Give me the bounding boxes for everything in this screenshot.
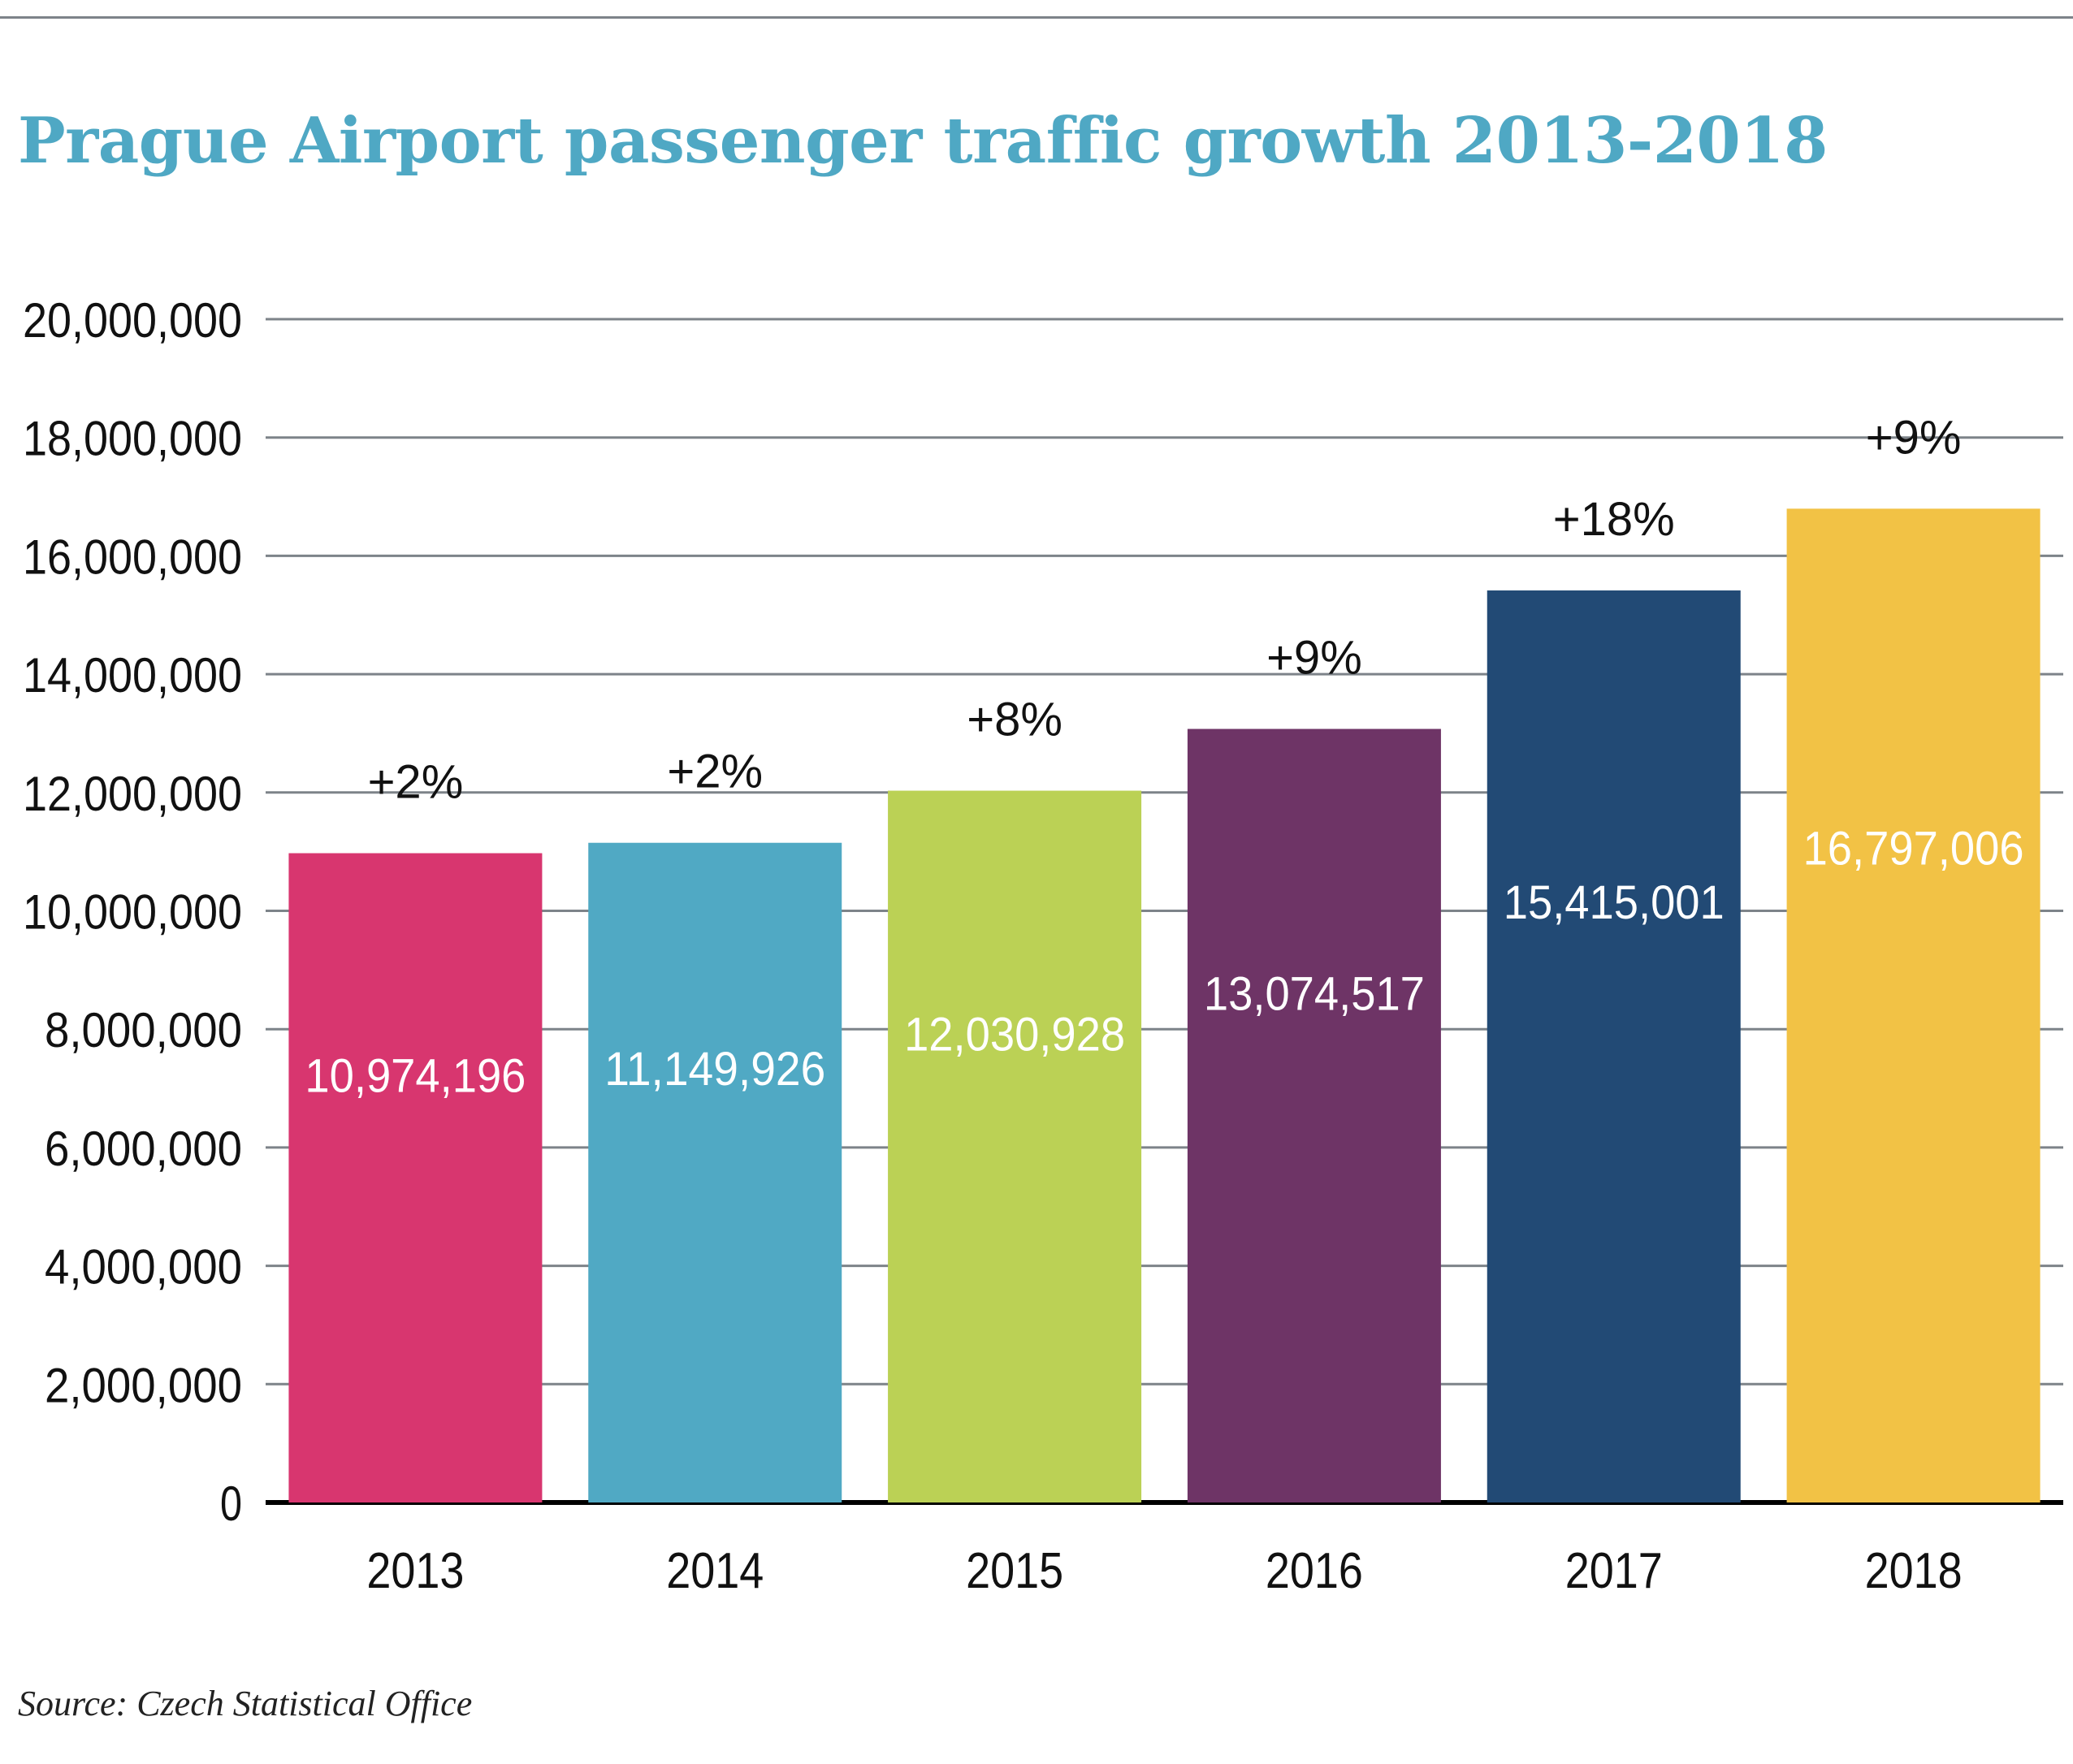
bar-value-label: 10,974,196 <box>305 1049 526 1102</box>
y-tick-label: 16,000,000 <box>23 530 242 584</box>
x-tick-label: 2013 <box>366 1543 464 1599</box>
labels: 0 2,000,000 4,000,000 6,000,000 8,000,000 10,… <box>23 293 2024 1599</box>
bar-value-label: 15,415,001 <box>1504 876 1725 929</box>
y-tick-label: 20,000,000 <box>23 293 242 348</box>
bar-value-label: 13,074,517 <box>1204 967 1425 1020</box>
y-tick-label: 2,000,000 <box>45 1358 242 1412</box>
growth-label: +9% <box>1866 411 1962 464</box>
bar <box>1187 729 1441 1502</box>
y-tick-label: 10,000,000 <box>23 885 242 940</box>
x-tick-label: 2016 <box>1266 1543 1363 1599</box>
bar <box>288 853 543 1502</box>
bar <box>1487 590 1741 1503</box>
y-tick-label: 12,000,000 <box>23 767 242 821</box>
y-tick-label: 18,000,000 <box>23 412 242 466</box>
bar <box>888 790 1142 1502</box>
x-tick-label: 2017 <box>1565 1543 1663 1599</box>
growth-label: +9% <box>1266 632 1362 685</box>
bar-value-label: 16,797,006 <box>1803 822 2024 875</box>
growth-label: +18% <box>1553 493 1675 546</box>
gridlines <box>266 318 2063 1505</box>
bar-value-label: 11,149,926 <box>604 1043 825 1096</box>
y-tick-label: 0 <box>220 1476 242 1531</box>
growth-label: +2% <box>368 756 464 809</box>
chart-title: Prague Airport passenger traffic growth … <box>18 104 1828 178</box>
top-rule <box>0 16 2073 19</box>
y-tick-label: 14,000,000 <box>23 648 242 703</box>
bar <box>1786 508 2041 1502</box>
growth-label: +8% <box>967 694 1062 746</box>
growth-label: +2% <box>667 746 763 798</box>
x-tick-label: 2018 <box>1865 1543 1963 1599</box>
y-tick-label: 4,000,000 <box>45 1240 242 1295</box>
source-note: Source: Czech Statistical Office <box>18 1684 473 1723</box>
x-tick-label: 2015 <box>966 1543 1063 1599</box>
bar-value-label: 12,030,928 <box>904 1009 1125 1061</box>
bars <box>288 508 2041 1503</box>
x-tick-label: 2014 <box>666 1543 764 1599</box>
bar <box>588 842 842 1502</box>
y-tick-label: 6,000,000 <box>45 1122 242 1176</box>
y-tick-label: 8,000,000 <box>45 1003 242 1057</box>
